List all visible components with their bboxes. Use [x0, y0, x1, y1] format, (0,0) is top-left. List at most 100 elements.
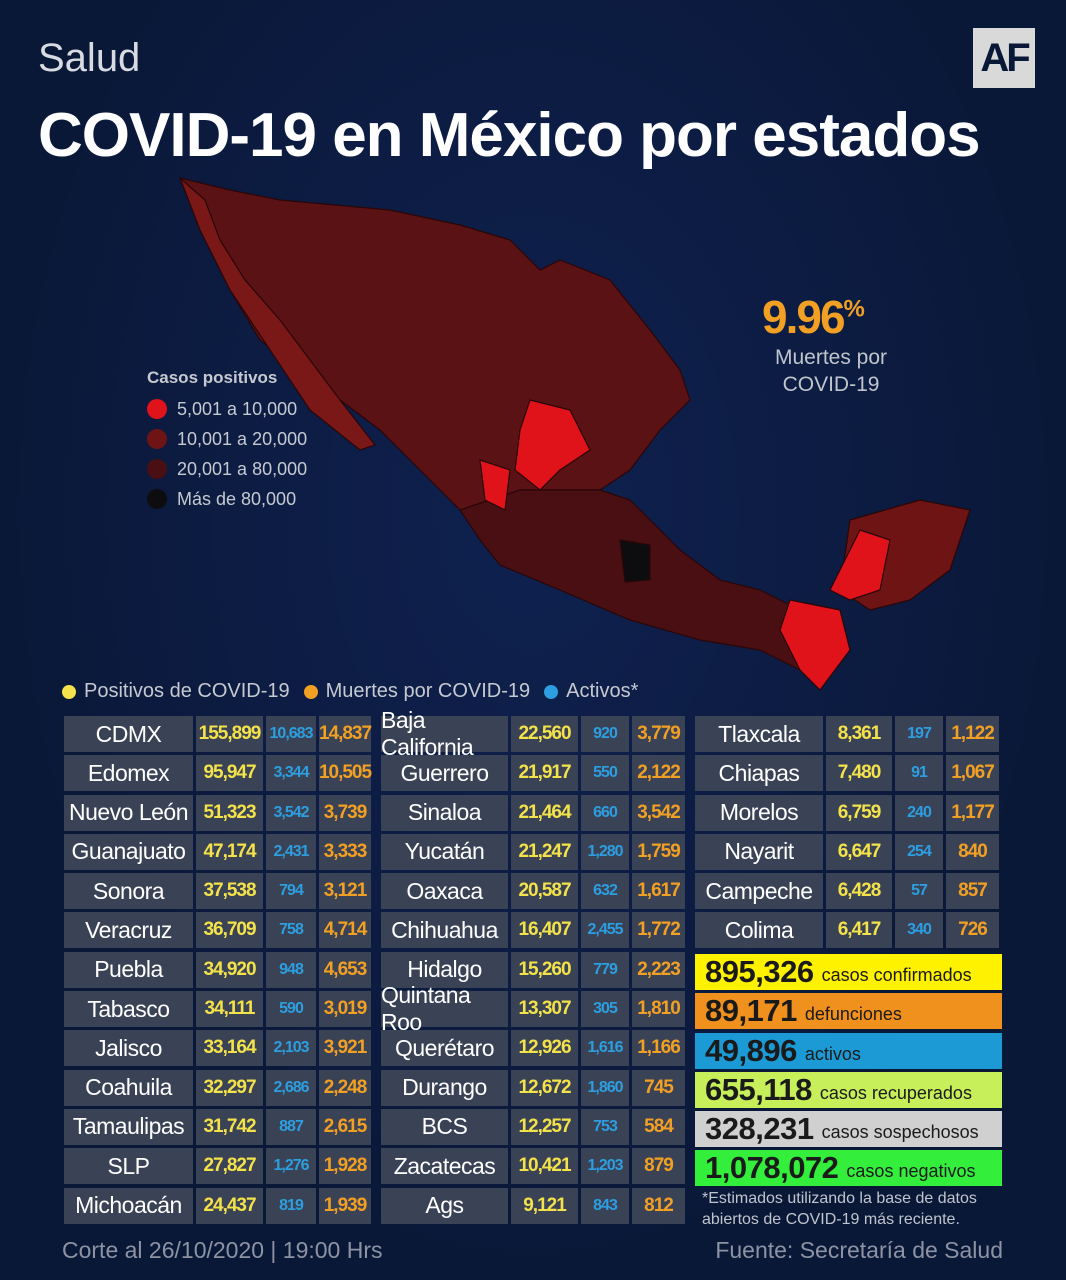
state-name: Baja California — [381, 707, 508, 760]
map-legend-label: 10,001 a 20,000 — [177, 428, 308, 449]
map-legend-label: 20,001 a 80,000 — [177, 458, 308, 479]
deaths: 4,714 — [319, 912, 371, 949]
deaths: 1,928 — [319, 1148, 371, 1185]
table-row: Guerrero 21,917 550 2,122 — [381, 755, 685, 792]
summary-box: 895,326 casos confirmados — [695, 954, 1002, 990]
deaths: 3,739 — [319, 794, 371, 831]
deaths: 1,177 — [946, 794, 999, 831]
active-cases: 305 — [581, 991, 629, 1028]
state-name: Oaxaca — [381, 873, 508, 910]
summary-value: 49,896 — [705, 1032, 797, 1068]
active-cases: 1,280 — [581, 833, 629, 870]
summary-box: 49,896 activos — [695, 1032, 1002, 1069]
legend-item: Muertes por COVID-19 — [303, 680, 531, 703]
legend-dot-icon — [62, 684, 76, 699]
table-row: Sinaloa 21,464 660 3,542 — [381, 794, 685, 831]
deaths: 3,779 — [632, 716, 685, 752]
table-row: Querétaro 12,926 1,616 1,166 — [381, 1030, 685, 1067]
active-cases: 753 — [581, 1108, 629, 1145]
table-row: CDMX 155,899 10,683 14,837 — [64, 716, 372, 752]
state-table-1: CDMX 155,899 10,683 14,837 Edomex 95,947 3,344… — [64, 716, 372, 1227]
deaths: 879 — [632, 1148, 685, 1185]
summary-label: casos sospechosos — [821, 1122, 979, 1143]
active-cases: 590 — [266, 991, 316, 1028]
positive-cases: 51,323 — [196, 794, 263, 831]
footnote: *Estimados utilizando la base de datos ab… — [702, 1188, 977, 1230]
page-title: COVID-19 en México por estados — [38, 101, 981, 170]
state-name: Sonora — [64, 873, 193, 910]
positive-cases: 20,587 — [511, 873, 578, 910]
summary-label: defunciones — [804, 1004, 902, 1025]
state-name: Yucatán — [381, 833, 508, 870]
active-cases: 91 — [895, 755, 943, 792]
mortality-value: 9.96 — [762, 291, 846, 343]
deaths: 2,122 — [632, 755, 685, 792]
positive-cases: 47,174 — [196, 833, 263, 870]
footnote-line1: *Estimados utilizando la base de datos — [702, 1190, 977, 1207]
map-legend-title: Casos positivos — [147, 368, 278, 387]
table-row: Tabasco 34,111 590 3,019 — [64, 991, 371, 1028]
table-row: Tamaulipas 31,742 887 2,615 — [64, 1108, 371, 1145]
state-name: Colima — [695, 912, 823, 949]
positive-cases: 95,947 — [196, 755, 263, 792]
deaths: 1,759 — [632, 833, 685, 870]
active-cases: 948 — [266, 951, 316, 988]
summary-value: 1,078,072 — [705, 1150, 839, 1186]
positive-cases: 12,926 — [511, 1030, 578, 1067]
summary-box: 1,078,072 casos negativos — [695, 1150, 1002, 1187]
state-name: Durango — [381, 1069, 508, 1106]
active-cases: 632 — [581, 873, 629, 910]
active-cases: 197 — [895, 716, 943, 752]
map-region-baja — [179, 177, 376, 451]
table-row: Tlaxcala 8,361 197 1,122 — [695, 716, 999, 752]
deaths: 1,810 — [632, 991, 685, 1028]
state-name: Querétaro — [381, 1030, 508, 1067]
table-row: SLP 27,827 1,276 1,928 — [64, 1148, 371, 1185]
state-name: SLP — [64, 1148, 193, 1185]
summary-label: activos — [804, 1043, 861, 1064]
positive-cases: 24,437 — [196, 1187, 263, 1224]
deaths: 857 — [946, 873, 999, 910]
table-row: Hidalgo 15,260 779 2,223 — [381, 951, 685, 988]
summary-box: 328,231 casos sospechosos — [695, 1111, 1002, 1148]
map-region-chiapas — [779, 599, 851, 691]
national-summary: 895,326 casos confirmados 89,171 defuncione… — [695, 954, 1002, 1190]
deaths: 3,542 — [632, 794, 685, 831]
summary-label: casos negativos — [846, 1161, 976, 1182]
positive-cases: 155,899 — [196, 716, 263, 752]
legend-label: Muertes por COVID-19 — [325, 680, 531, 702]
table-row: Veracruz 36,709 758 4,714 — [64, 912, 371, 949]
state-name: Tabasco — [64, 991, 193, 1028]
deaths: 2,248 — [319, 1069, 371, 1106]
positive-cases: 36,709 — [196, 912, 263, 949]
mortality-label-line1: Muertes por — [774, 346, 888, 369]
active-cases: 1,860 — [581, 1069, 629, 1106]
active-cases: 794 — [266, 873, 316, 910]
table-row: BCS 12,257 753 584 — [381, 1108, 685, 1145]
legend-dot-icon — [147, 489, 167, 509]
mortality-label-line2: COVID-19 — [782, 373, 880, 396]
legend-label: Activos* — [566, 680, 639, 702]
summary-box: 89,171 defunciones — [695, 993, 1002, 1030]
active-cases: 660 — [581, 794, 629, 831]
map-legend-item: 20,001 a 80,000 — [147, 454, 307, 484]
map-region-zacatecas — [514, 399, 591, 491]
active-cases: 3,344 — [266, 755, 316, 792]
legend-item: Activos* — [544, 680, 638, 703]
positive-cases: 31,742 — [196, 1108, 263, 1145]
table-row: Coahuila 32,297 2,686 2,248 — [64, 1069, 371, 1106]
active-cases: 2,686 — [266, 1069, 316, 1106]
state-name: Edomex — [64, 755, 193, 792]
active-cases: 758 — [266, 912, 316, 949]
summary-value: 655,118 — [705, 1071, 812, 1107]
positive-cases: 34,111 — [196, 991, 263, 1028]
positive-cases: 13,307 — [511, 991, 578, 1028]
active-cases: 1,276 — [266, 1148, 316, 1185]
active-cases: 1,616 — [581, 1030, 629, 1067]
legend-dot-icon — [147, 459, 167, 479]
table-row: Colima 6,417 340 726 — [695, 912, 999, 949]
deaths: 10,505 — [319, 755, 372, 792]
deaths: 2,615 — [319, 1108, 371, 1145]
deaths: 3,121 — [319, 873, 371, 910]
